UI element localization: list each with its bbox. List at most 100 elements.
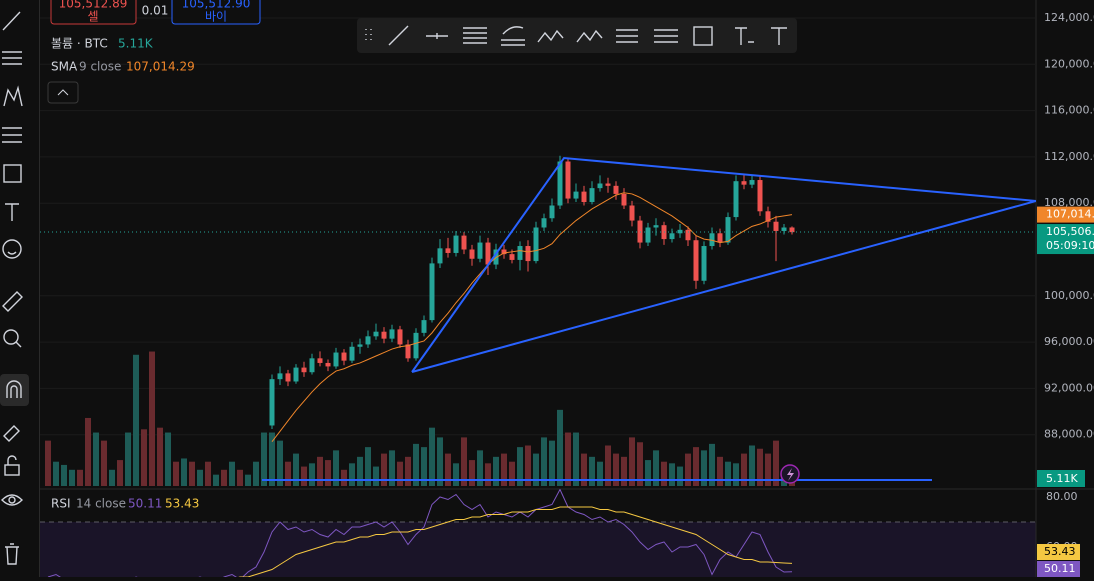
candle-body — [557, 161, 563, 206]
tool-shapes[interactable] — [3, 164, 22, 183]
volume-bar — [53, 461, 59, 486]
triangle-lower[interactable] — [411, 200, 1036, 373]
tool-pattern[interactable] — [3, 85, 23, 107]
volume-bar — [237, 469, 243, 486]
drawing-toolbar[interactable] — [357, 18, 797, 53]
candle-body — [429, 263, 435, 321]
volume-bar — [189, 461, 195, 486]
volume-bar — [469, 460, 475, 486]
tool-pattern-part — [3, 85, 23, 107]
y-tick-label: 124,000.00 — [1044, 11, 1094, 24]
volume-bar — [429, 427, 435, 486]
tool-zoom[interactable] — [3, 329, 22, 348]
volume-bar — [405, 456, 411, 486]
tool-visibility[interactable] — [1, 494, 23, 506]
candle-body — [741, 181, 747, 185]
buy-label: 바이 — [205, 10, 227, 24]
volume-bar — [589, 456, 595, 486]
tool-icons-part — [2, 239, 22, 259]
tool-zoom-part — [3, 329, 19, 345]
y-tick-label: 88,000.00 — [1044, 428, 1094, 441]
sma-legend-value: 107,014.29 — [126, 60, 195, 74]
volume-bar — [197, 469, 203, 486]
candle-body — [373, 331, 379, 337]
drawings[interactable] — [262, 156, 1036, 484]
volume-bar — [245, 474, 251, 486]
tool-magnet[interactable] — [6, 380, 22, 398]
volume-bar — [373, 466, 379, 486]
y-tick-label: 100,000.00 — [1044, 289, 1094, 302]
volume-bar — [581, 453, 587, 486]
volume-bar — [549, 440, 555, 486]
volume-bar — [261, 432, 267, 486]
candle-body — [549, 205, 555, 219]
tool-trendline-part — [2, 11, 21, 31]
volume-bar — [773, 440, 779, 486]
volume-bar — [229, 461, 235, 486]
volume-bar — [477, 450, 483, 486]
volume-bar — [213, 474, 219, 486]
candle-body — [333, 352, 339, 367]
volume-bar — [221, 469, 227, 486]
y-tick-label: 96,000.00 — [1044, 335, 1094, 348]
volume-legend-name: 볼륨 · BTC — [51, 37, 108, 51]
volume-bar — [157, 427, 163, 486]
rsi-axis-box — [1037, 561, 1080, 577]
last-price-label: 105,506.90 — [1046, 225, 1094, 238]
candle-body — [317, 358, 323, 363]
candle-body — [749, 180, 755, 185]
tool-forecast[interactable] — [2, 127, 22, 143]
candle-body — [349, 346, 355, 361]
drawing-tools-part — [735, 27, 754, 45]
collapse-legend[interactable] — [47, 81, 79, 104]
drawing-tools[interactable] — [365, 25, 787, 46]
volume-bar — [725, 461, 731, 486]
drawing-tools-part — [365, 29, 372, 40]
triangle-upper[interactable] — [411, 156, 1036, 373]
drawing-tools-part — [537, 29, 564, 43]
volume-bar — [357, 456, 363, 486]
y-tick-label: 92,000.00 — [1044, 381, 1094, 394]
volume-bar — [493, 456, 499, 486]
tool-lock-part — [4, 464, 20, 476]
candle-body — [269, 379, 275, 426]
tool-shapes-part — [3, 164, 22, 183]
tool-lock-draw[interactable] — [3, 425, 20, 442]
volume-bar — [61, 464, 67, 486]
volume-bar — [637, 442, 643, 486]
volume-bar — [533, 453, 539, 486]
volume-bar — [349, 463, 355, 486]
volume-bar — [333, 450, 339, 486]
left-toolbar[interactable] — [0, 0, 39, 577]
candle-body — [277, 373, 283, 380]
tool-magnet-bg[interactable] — [0, 374, 29, 406]
tool-measure[interactable] — [2, 291, 23, 312]
volume-bar — [541, 437, 547, 486]
drawing-toolbar-bg — [357, 18, 797, 53]
volume-bar — [485, 463, 491, 486]
tool-text[interactable] — [5, 203, 19, 221]
candle-body — [301, 367, 307, 373]
drawing-tools-part — [388, 25, 409, 46]
tool-lock[interactable] — [4, 455, 20, 476]
order-panel[interactable]: 105,512.89 셀 0.01 105,512.90 바이 — [50, 0, 261, 25]
volume-bar — [757, 448, 763, 486]
candle-body — [709, 233, 715, 247]
rsi-line — [47, 489, 793, 577]
candle-body — [397, 329, 403, 345]
rsi-legend-params: 14 close — [76, 497, 126, 511]
candle-body — [453, 235, 459, 253]
tool-trendline[interactable] — [2, 11, 21, 31]
candle-body — [309, 358, 315, 373]
candle-body — [293, 367, 299, 382]
tool-icons[interactable] — [2, 239, 22, 259]
sell-button[interactable] — [50, 0, 137, 25]
volume-bar — [173, 461, 179, 486]
volume-bar — [557, 409, 563, 486]
tool-delete[interactable] — [5, 543, 19, 565]
buy-button[interactable] — [171, 0, 261, 25]
tool-fib[interactable] — [2, 51, 22, 65]
volume-bar — [85, 417, 91, 486]
volume-axis-box — [1037, 470, 1085, 487]
